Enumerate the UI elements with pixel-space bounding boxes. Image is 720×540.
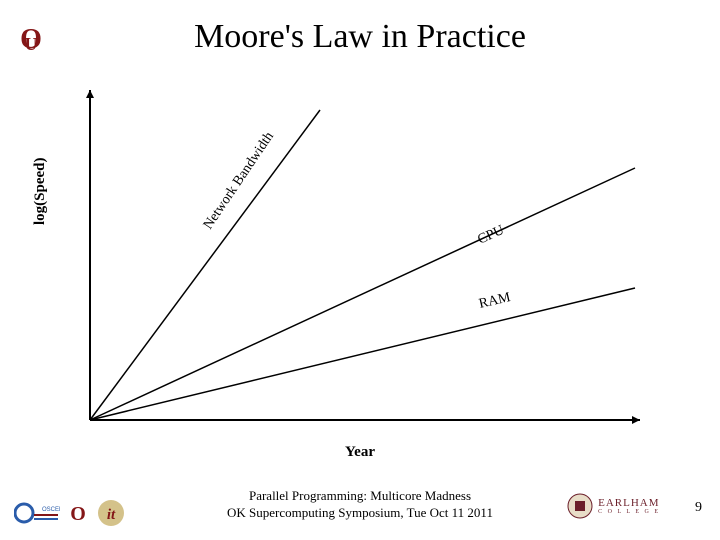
series-line-cpu [90,168,635,420]
svg-text:OSCER: OSCER [42,507,60,513]
series-line-ram [90,288,635,420]
series-label-ram: RAM [478,290,513,312]
series-line-network-bandwidth [90,110,320,420]
slide-title: Moore's Law in Practice [0,18,720,56]
logos-bottom-right: EARLHAM C O L L E G E [566,492,660,520]
y-axis-label: log(Speed) [32,158,49,226]
oscer-logo: OSCER [14,498,60,528]
svg-text:O: O [70,503,86,525]
footer-line1: Parallel Programming: Multicore Madness [249,488,471,503]
ou-logo-small: O [66,498,90,528]
series-label-cpu: CPU [476,223,507,248]
it-logo: it [96,498,126,528]
svg-text:it: it [107,507,116,523]
y-axis-arrow-icon [86,90,94,98]
logos-bottom-left: OSCER O it [14,498,126,528]
earlham-label: EARLHAM [598,497,659,509]
x-axis-arrow-icon [632,416,640,424]
slide-number: 9 [695,500,702,516]
earlham-text: EARLHAM C O L L E G E [598,497,660,515]
moores-law-chart: Network Bandwidth CPU RAM [60,80,650,440]
earlham-seal-icon [566,492,594,520]
earlham-sublabel: C O L L E G E [598,509,660,515]
x-axis-label: Year [0,444,720,461]
footer-line2: OK Supercomputing Symposium, Tue Oct 11 … [227,505,493,520]
series-label-network-bandwidth: Network Bandwidth [201,129,277,232]
